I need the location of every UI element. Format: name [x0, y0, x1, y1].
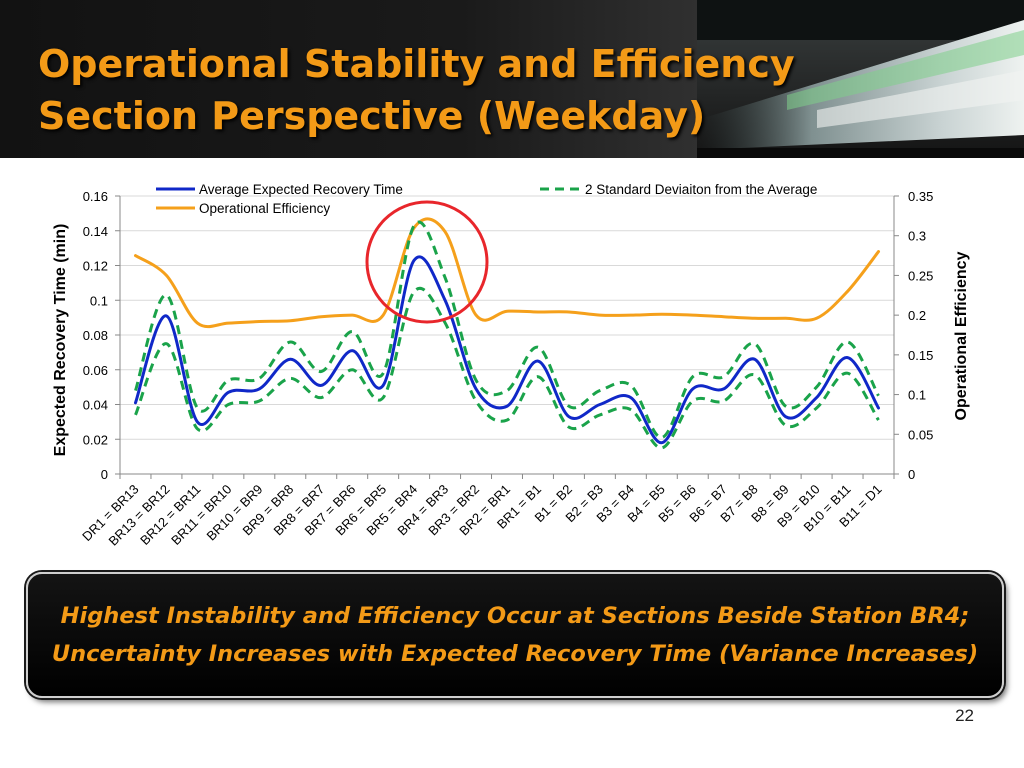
y-axis-label-left: Expected Recovery Time (min)	[52, 224, 69, 457]
title-line-1: Operational Stability and Efficiency	[38, 42, 795, 86]
left-tick-label: 0	[101, 467, 108, 482]
title-line-2: Section Perspective (Weekday)	[38, 94, 706, 138]
right-axis-ticks: 0 0.05 0.1 0.15 0.2 0.25 0.3 0.35	[894, 189, 933, 482]
right-tick-label: 0.1	[908, 388, 926, 403]
left-tick-label: 0.12	[83, 259, 108, 274]
legend-label-average: Average Expected Recovery Time	[199, 182, 403, 197]
right-tick-label: 0.05	[908, 427, 933, 442]
series-average-recovery-line	[134, 255, 880, 445]
left-tick-label: 0.04	[83, 398, 108, 413]
slide-title: Operational Stability and Efficiency Sec…	[38, 38, 795, 142]
left-tick-label: 0.08	[83, 328, 108, 343]
left-axis-ticks: 0 0.02 0.04 0.06 0.08 0.1 0.12 0.14 0.16	[83, 189, 120, 482]
right-tick-label: 0	[908, 467, 915, 482]
callout-box: Highest Instability and Efficiency Occur…	[26, 572, 1004, 698]
left-tick-label: 0.14	[83, 224, 108, 239]
left-tick-label: 0.1	[90, 293, 108, 308]
recovery-efficiency-chart: 0 0.02 0.04 0.06 0.08 0.1 0.12 0.14 0.16 0 0.05 0.…	[52, 182, 970, 549]
right-tick-label: 0.2	[908, 308, 926, 323]
series-std-dev-upper-line	[134, 220, 880, 439]
right-tick-label: 0.3	[908, 229, 926, 244]
y-axis-label-right: Operational Efficiency	[953, 251, 970, 420]
left-tick-label: 0.06	[83, 363, 108, 378]
left-tick-label: 0.02	[83, 432, 108, 447]
highlight-circle	[365, 200, 489, 324]
right-tick-label: 0.35	[908, 189, 933, 204]
left-tick-label: 0.16	[83, 189, 108, 204]
train-photo-image	[697, 0, 1024, 158]
series-layer	[134, 217, 880, 450]
callout-line-1: Highest Instability and Efficiency Occur…	[60, 603, 970, 629]
right-tick-label: 0.15	[908, 348, 933, 363]
page-number: 22	[955, 706, 974, 725]
legend-label-std-dev: 2 Standard Deviaiton from the Average	[585, 182, 817, 197]
right-tick-label: 0.25	[908, 268, 933, 283]
slide-header: Operational Stability and Efficiency Sec…	[0, 0, 1024, 158]
legend-label-efficiency: Operational Efficiency	[199, 201, 330, 216]
series-operational-efficiency-line	[134, 217, 880, 329]
series-std-dev-lower-line	[134, 286, 880, 450]
callout-line-2: Uncertainty Increases with Expected Reco…	[51, 641, 979, 667]
chart-legend: Average Expected Recovery Time 2 Standar…	[156, 182, 817, 216]
